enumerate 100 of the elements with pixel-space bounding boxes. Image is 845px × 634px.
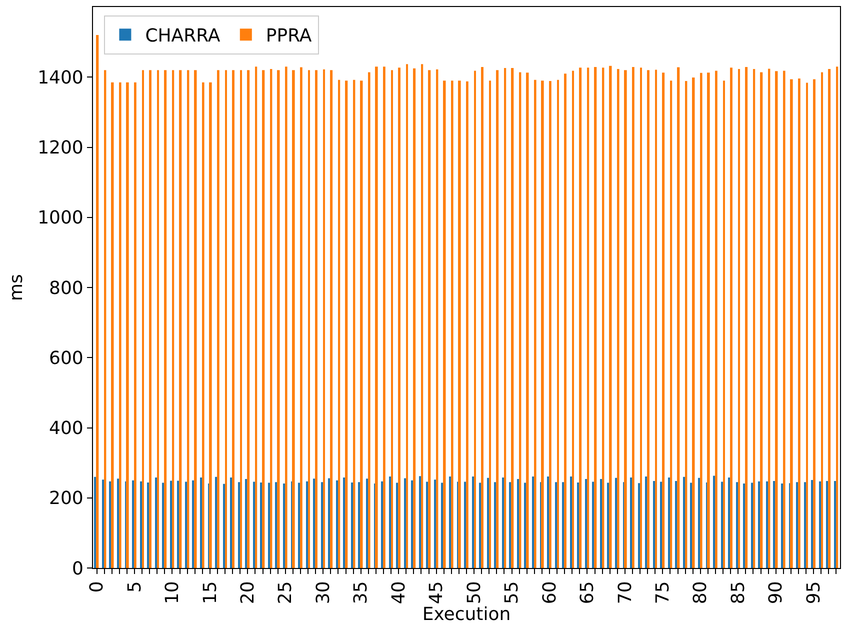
bar bbox=[383, 66, 386, 568]
bar bbox=[164, 70, 167, 568]
bar bbox=[670, 80, 672, 568]
bar bbox=[458, 80, 461, 568]
bar bbox=[172, 70, 174, 568]
x-tick-label: 85 bbox=[728, 581, 749, 604]
bar bbox=[323, 69, 326, 568]
bar bbox=[828, 69, 831, 568]
bar bbox=[487, 478, 490, 568]
bar bbox=[353, 80, 356, 568]
bar bbox=[541, 80, 544, 568]
y-tick-label: 1000 bbox=[38, 208, 84, 229]
bar bbox=[308, 70, 310, 568]
bar bbox=[738, 69, 740, 568]
x-tick-label: 25 bbox=[275, 581, 296, 604]
bar bbox=[134, 82, 136, 568]
x-tick-label: 30 bbox=[312, 581, 334, 604]
bar bbox=[707, 72, 710, 568]
bar bbox=[790, 79, 793, 568]
bar bbox=[404, 478, 406, 568]
x-tick-label: 95 bbox=[803, 581, 824, 604]
bar bbox=[398, 68, 400, 568]
bar bbox=[217, 70, 220, 568]
bar bbox=[730, 68, 732, 568]
bar bbox=[345, 80, 348, 568]
bar bbox=[428, 70, 431, 568]
bar bbox=[685, 80, 688, 568]
bar bbox=[315, 70, 318, 568]
bar bbox=[775, 71, 778, 568]
bar bbox=[821, 72, 824, 568]
bar bbox=[140, 481, 142, 568]
x-tick-label: 90 bbox=[766, 581, 787, 604]
bar bbox=[451, 80, 454, 568]
bar bbox=[270, 69, 272, 568]
bar bbox=[96, 35, 99, 568]
bar bbox=[443, 80, 446, 568]
legend-label: CHARRA bbox=[145, 26, 221, 47]
bar bbox=[806, 82, 808, 568]
bar bbox=[736, 482, 738, 568]
bar bbox=[238, 482, 240, 568]
bar bbox=[692, 77, 695, 568]
x-tick-label: 40 bbox=[388, 581, 410, 604]
bar bbox=[306, 481, 308, 568]
y-axis-title: ms bbox=[6, 274, 27, 301]
bar bbox=[225, 70, 227, 568]
bar bbox=[587, 68, 590, 568]
bar bbox=[336, 480, 338, 568]
bar bbox=[745, 66, 748, 568]
bar bbox=[760, 72, 763, 568]
bar bbox=[240, 70, 242, 568]
bar bbox=[677, 67, 680, 568]
x-tick-label: 60 bbox=[539, 581, 560, 604]
x-tick-label: 0 bbox=[86, 581, 108, 593]
bar bbox=[255, 66, 258, 568]
bar bbox=[157, 70, 160, 568]
bar bbox=[247, 70, 250, 568]
bar bbox=[179, 70, 182, 568]
bar bbox=[700, 72, 702, 568]
bar bbox=[472, 476, 474, 568]
bar bbox=[375, 66, 378, 568]
bar bbox=[155, 478, 158, 568]
bar bbox=[804, 482, 806, 568]
x-tick-label: 20 bbox=[238, 581, 259, 604]
y-tick-label: 200 bbox=[49, 488, 84, 510]
bar bbox=[119, 82, 122, 568]
bar bbox=[609, 66, 612, 568]
bar bbox=[511, 68, 514, 568]
bar bbox=[602, 68, 604, 568]
bar bbox=[187, 70, 190, 568]
bar bbox=[406, 64, 408, 568]
bar bbox=[421, 64, 424, 568]
bar bbox=[223, 484, 226, 568]
y-tick-label: 0 bbox=[72, 558, 84, 580]
bar bbox=[549, 80, 552, 568]
bar bbox=[419, 476, 422, 568]
bar bbox=[570, 476, 572, 568]
y-tick-label: 600 bbox=[49, 348, 84, 369]
bar bbox=[292, 70, 295, 568]
y-tick-label: 1400 bbox=[38, 67, 84, 88]
bar bbox=[557, 80, 559, 568]
bar bbox=[585, 478, 588, 568]
bar bbox=[617, 69, 620, 568]
bar bbox=[104, 70, 106, 568]
bar bbox=[653, 481, 656, 568]
bar bbox=[496, 70, 499, 568]
bar bbox=[768, 68, 770, 568]
bar bbox=[170, 480, 172, 568]
bar bbox=[723, 80, 725, 568]
bar bbox=[753, 69, 756, 568]
bar bbox=[555, 482, 558, 568]
bar bbox=[655, 70, 658, 568]
bar bbox=[202, 82, 204, 568]
bar bbox=[632, 66, 634, 568]
bar bbox=[813, 79, 816, 568]
x-tick-label: 55 bbox=[502, 581, 523, 604]
x-tick-label: 15 bbox=[200, 581, 221, 604]
x-tick-label: 50 bbox=[464, 581, 485, 604]
bar bbox=[624, 70, 627, 568]
bar bbox=[579, 68, 582, 568]
bar bbox=[668, 478, 670, 568]
